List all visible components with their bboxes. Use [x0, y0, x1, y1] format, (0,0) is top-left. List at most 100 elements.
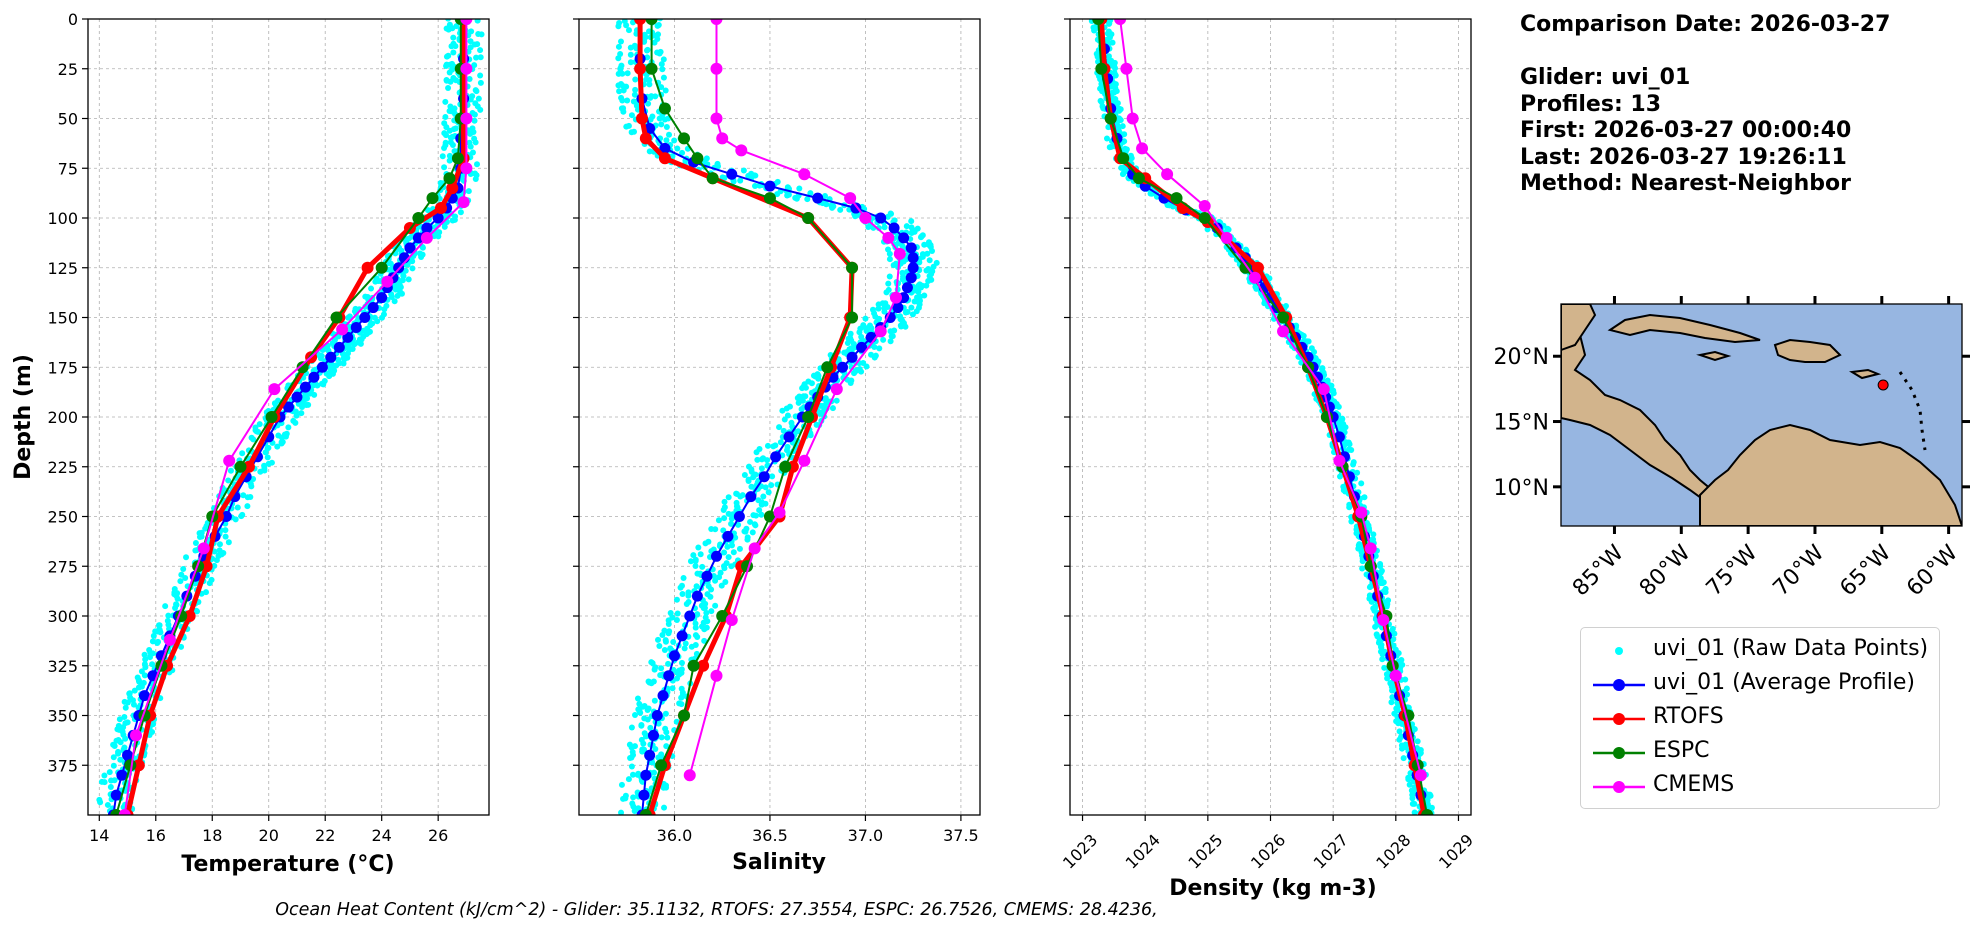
map-land [1561, 304, 1962, 526]
raw-data-point [751, 182, 758, 189]
raw-data-point [641, 38, 648, 45]
ohc-text: Ocean Heat Content (kJ/cm^2) - Glider: 3… [275, 900, 1158, 920]
glider-location-marker [1877, 379, 1889, 391]
raw-data-point [442, 98, 449, 105]
raw-data-point [615, 23, 622, 30]
raw-data-point [639, 748, 646, 755]
raw-data-point [620, 87, 627, 94]
raw-data-point [1398, 657, 1405, 664]
series-point-glider [856, 341, 868, 353]
raw-data-point [856, 329, 863, 336]
raw-data-point [157, 629, 164, 636]
series-point-glider [722, 530, 734, 542]
raw-data-point [643, 733, 650, 740]
raw-data-point [225, 477, 232, 484]
raw-data-point [255, 428, 262, 435]
raw-data-point [670, 638, 677, 645]
raw-data-point [648, 659, 655, 666]
raw-data-point [155, 638, 162, 645]
series-point-espc [1198, 212, 1211, 224]
raw-data-point [623, 22, 630, 29]
raw-data-point [649, 759, 656, 766]
raw-data-point [721, 565, 728, 572]
series-point-glider [138, 690, 150, 702]
temperature-panel: 14 16 18 20 22 24 26 0 25 50 75 100 125 150 175 200 225… [11, 10, 490, 877]
salinity-x-ticks: 36.0 36.5 37.0 37.5 [657, 815, 979, 845]
series-point-glider [110, 789, 122, 801]
raw-data-point [697, 551, 704, 558]
raw-data-point [728, 520, 735, 527]
salinity-y-ticks [573, 18, 579, 766]
raw-data-point [777, 439, 784, 446]
raw-data-point [881, 224, 888, 231]
y-tick-label: 175 [47, 358, 78, 377]
raw-data-point [725, 554, 732, 561]
raw-data-point [636, 708, 643, 715]
series-point-cmems [197, 542, 210, 555]
raw-data-point [445, 26, 452, 33]
raw-data-point [257, 468, 264, 475]
raw-data-point [688, 643, 695, 650]
comparison-date: Comparison Date: 2026-03-27 [1520, 12, 1891, 37]
raw-data-point [876, 345, 883, 352]
legend-item-rtofs: RTOFS [1581, 702, 1939, 736]
x-tick-label: 18 [202, 826, 222, 845]
series-point-cmems [1277, 325, 1290, 338]
series-point-cmems [460, 19, 473, 25]
series-point-glider [905, 242, 917, 254]
raw-data-point [625, 27, 632, 34]
series-point-glider [299, 381, 311, 393]
raw-data-point [239, 511, 246, 518]
series-point-glider [404, 242, 416, 254]
raw-data-point [623, 123, 630, 130]
raw-data-point [660, 74, 667, 81]
raw-data-point [796, 185, 803, 192]
series-line-cmems [688, 19, 901, 776]
temperature-plot-frame [87, 18, 490, 816]
map-lon-label: 80°W [1635, 540, 1696, 601]
salinity-grid [579, 18, 980, 815]
series-point-cmems [1248, 271, 1261, 284]
series-point-espc [846, 311, 859, 324]
raw-data-point [1381, 587, 1388, 594]
raw-data-point [750, 474, 757, 481]
raw-data-point [851, 370, 858, 377]
raw-data-point [1414, 738, 1421, 745]
raw-data-point [660, 56, 667, 63]
raw-data-point [378, 314, 385, 321]
raw-data-point [662, 638, 669, 645]
raw-data-point [475, 95, 482, 102]
raw-data-point [130, 701, 137, 708]
series-point-cmems [710, 112, 723, 125]
raw-data-point [737, 177, 744, 184]
raw-data-point [396, 288, 403, 295]
raw-data-point [475, 19, 481, 21]
raw-data-point [756, 507, 763, 514]
raw-data-point [111, 777, 118, 784]
raw-data-point [721, 549, 728, 556]
raw-data-point [655, 31, 662, 38]
raw-data-point [441, 223, 448, 230]
raw-data-point [1366, 595, 1373, 602]
raw-data-point [142, 664, 149, 671]
raw-data-point [674, 145, 681, 152]
method: Method: Nearest-Neighbor [1520, 171, 1851, 196]
legend-label-rtofs: RTOFS [1653, 704, 1724, 729]
raw-data-point [399, 277, 406, 284]
raw-data-point [655, 720, 662, 727]
raw-data-point [786, 403, 793, 410]
series-point-cmems [798, 168, 811, 181]
raw-data-point [703, 624, 710, 631]
raw-data-point [723, 560, 730, 567]
legend-item-cmems: CMEMS [1581, 770, 1939, 804]
raw-data-point [908, 304, 915, 311]
y-tick-label: 250 [47, 508, 78, 527]
land-hispaniola [1773, 338, 1842, 363]
raw-data-point [865, 224, 872, 231]
raw-data-point [924, 250, 931, 257]
raw-data-point [799, 397, 806, 404]
raw-data-point [1346, 441, 1353, 448]
raw-data-point [402, 267, 409, 274]
raw-data-point [391, 298, 398, 305]
